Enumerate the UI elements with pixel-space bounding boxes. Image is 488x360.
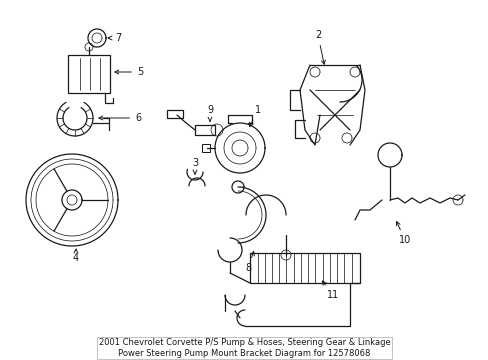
Text: 2001 Chevrolet Corvette P/S Pump & Hoses, Steering Gear & Linkage
Power Steering: 2001 Chevrolet Corvette P/S Pump & Hoses… xyxy=(99,338,389,358)
Text: 11: 11 xyxy=(322,281,339,300)
Text: 1: 1 xyxy=(249,105,261,127)
Text: 10: 10 xyxy=(396,221,410,245)
Bar xyxy=(202,144,209,152)
Text: 8: 8 xyxy=(244,252,254,273)
Bar xyxy=(195,125,215,135)
Bar xyxy=(249,253,359,283)
Text: 6: 6 xyxy=(99,113,141,123)
Bar xyxy=(167,110,183,118)
Text: 9: 9 xyxy=(206,105,213,121)
Text: 5: 5 xyxy=(115,67,143,77)
Bar xyxy=(68,55,110,93)
Text: 2: 2 xyxy=(314,30,325,64)
Text: 4: 4 xyxy=(73,249,79,263)
Text: 7: 7 xyxy=(108,33,121,43)
Text: 3: 3 xyxy=(192,158,198,174)
